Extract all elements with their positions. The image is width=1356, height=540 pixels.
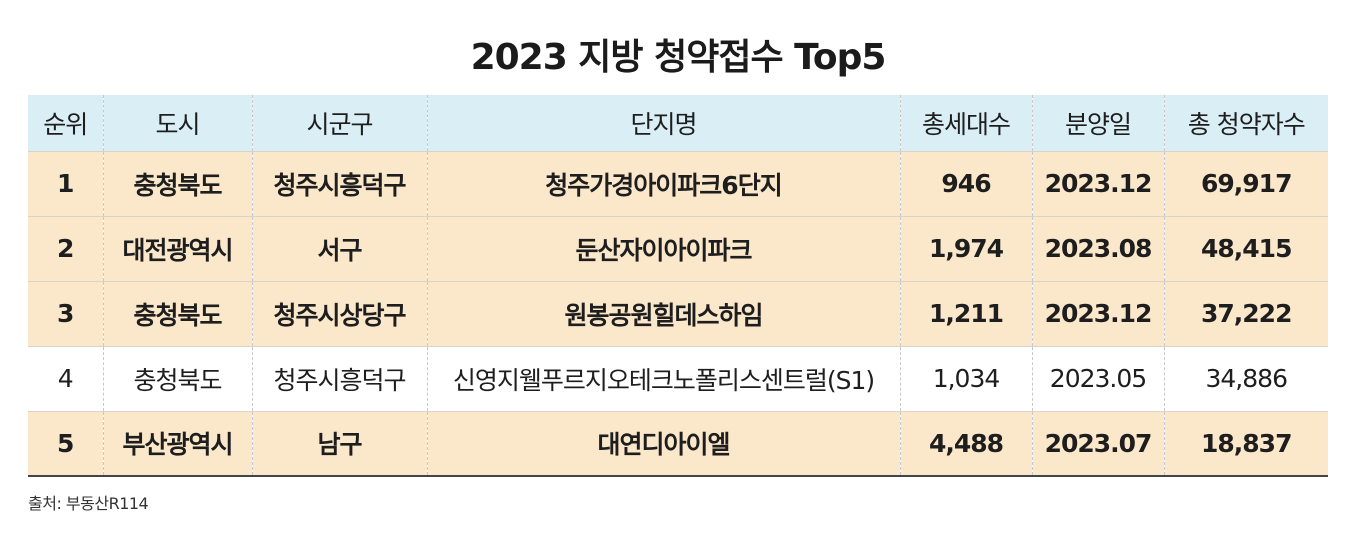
header-complex: 단지명 <box>426 95 900 151</box>
cell-complex: 청주가경아이파크6단지 <box>426 151 900 216</box>
header-date: 분양일 <box>1031 95 1164 151</box>
header-applicants: 총 청약자수 <box>1163 95 1328 151</box>
cell-complex: 둔산자이아이파크 <box>426 216 900 281</box>
cell-rank: 4 <box>57 364 74 393</box>
cell-date: 2023.05 <box>1031 346 1164 411</box>
cell-households: 1,211 <box>899 281 1032 346</box>
table-row: 3 충청북도 청주시상당구 원봉공원힐데스하임 1,211 2023.12 37… <box>28 281 1328 346</box>
cell-rank: 2 <box>57 234 74 263</box>
cell-households: 946 <box>899 151 1032 216</box>
cell-rank: 1 <box>57 169 74 198</box>
header-city: 도시 <box>102 95 252 151</box>
cell-applicants: 69,917 <box>1163 151 1328 216</box>
cell-complex: 대연디아이엘 <box>426 411 900 476</box>
table-header-row: 순위 도시 시군구 단지명 총세대수 분양일 총 청약자수 <box>28 95 1328 151</box>
cell-complex: 원봉공원힐데스하임 <box>426 281 900 346</box>
cell-applicants: 37,222 <box>1163 281 1328 346</box>
header-district: 시군구 <box>251 95 427 151</box>
page-title: 2023 지방 청약접수 Top5 <box>470 37 887 78</box>
cell-complex: 신영지웰푸르지오테크노폴리스센트럴(S1) <box>426 346 900 411</box>
cell-applicants: 34,886 <box>1163 346 1328 411</box>
cell-city: 충청북도 <box>102 281 252 346</box>
subscription-table: 순위 도시 시군구 단지명 총세대수 분양일 총 청약자수 1 충청북도 청주시… <box>28 95 1328 477</box>
cell-date: 2023.12 <box>1031 151 1164 216</box>
cell-district: 청주시흥덕구 <box>251 346 427 411</box>
cell-city: 부산광역시 <box>102 411 252 476</box>
cell-district: 청주시흥덕구 <box>251 151 427 216</box>
source-note: 출처: 부동산R114 <box>28 494 149 513</box>
cell-city: 충청북도 <box>102 151 252 216</box>
cell-district: 청주시상당구 <box>251 281 427 346</box>
cell-city: 충청북도 <box>102 346 252 411</box>
cell-applicants: 48,415 <box>1163 216 1328 281</box>
header-rank: 순위 <box>43 109 88 139</box>
cell-district: 남구 <box>251 411 427 476</box>
table-row: 2 대전광역시 서구 둔산자이아이파크 1,974 2023.08 48,415 <box>28 216 1328 281</box>
table-row: 1 충청북도 청주시흥덕구 청주가경아이파크6단지 946 2023.12 69… <box>28 151 1328 216</box>
header-households: 총세대수 <box>899 95 1032 151</box>
cell-date: 2023.07 <box>1031 411 1164 476</box>
cell-households: 4,488 <box>899 411 1032 476</box>
cell-applicants: 18,837 <box>1163 411 1328 476</box>
cell-rank: 3 <box>57 299 74 328</box>
cell-households: 1,974 <box>899 216 1032 281</box>
table-row: 4 충청북도 청주시흥덕구 신영지웰푸르지오테크노폴리스센트럴(S1) 1,03… <box>28 346 1328 411</box>
cell-city: 대전광역시 <box>102 216 252 281</box>
cell-rank: 5 <box>57 428 74 458</box>
table-row: 5 부산광역시 남구 대연디아이엘 4,488 2023.07 18,837 <box>28 411 1328 476</box>
cell-district: 서구 <box>251 216 427 281</box>
cell-date: 2023.08 <box>1031 216 1164 281</box>
cell-households: 1,034 <box>899 346 1032 411</box>
cell-date: 2023.12 <box>1031 281 1164 346</box>
